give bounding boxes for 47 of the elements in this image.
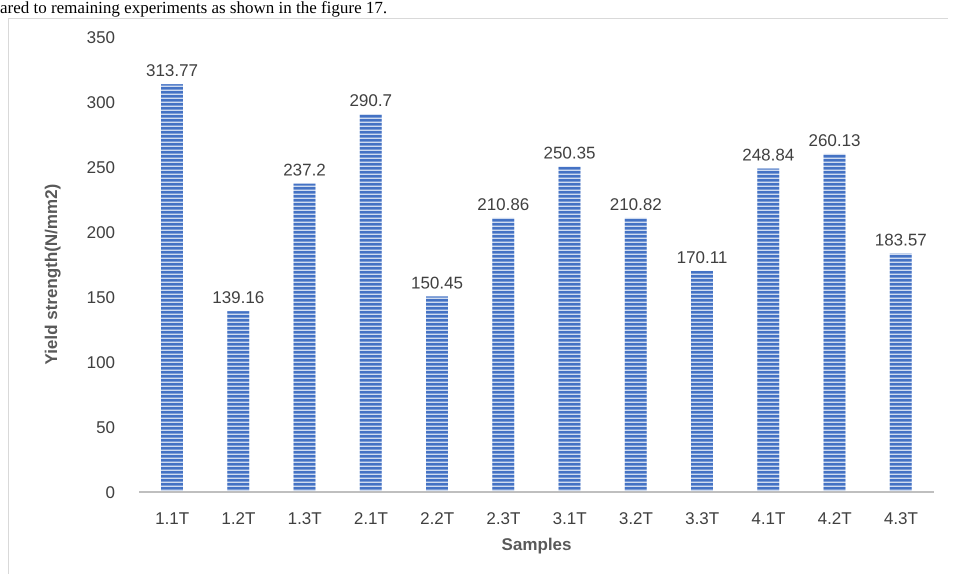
x-tick-label: 1.2T [221,509,256,528]
data-label: 210.86 [477,194,530,214]
y-axis-title: Yield strength(N/mm2) [42,184,62,364]
y-tick-label: 0 [106,483,115,502]
y-tick-label: 50 [96,418,115,438]
data-label: 210.82 [610,194,662,214]
data-label: 183.57 [874,230,927,250]
bar [426,296,448,492]
x-tick-label: 4.1T [751,509,786,528]
y-tick-label: 200 [86,223,115,242]
x-tick-label: 1.1T [155,509,190,528]
y-tick-label: 300 [86,93,115,112]
x-tick-label: 3.2T [618,509,653,528]
data-label: 139.16 [212,288,264,308]
bar [360,114,382,492]
data-label: 248.84 [742,146,794,165]
data-label: 237.2 [283,160,326,180]
x-tick-label: 4.2T [818,509,852,528]
x-tick-label: 3.3T [685,509,720,528]
bar [161,84,183,492]
data-label: 313.77 [146,61,198,80]
x-tick-label: 1.3T [288,509,322,528]
data-label: 170.11 [676,248,728,267]
y-tick-label: 250 [86,158,115,178]
data-label: 260.13 [808,130,860,150]
y-tick-label: 350 [86,28,115,48]
x-tick-label: 2.2T [420,509,454,528]
bar [294,184,316,492]
data-label: 150.45 [411,273,463,292]
data-label: 250.35 [544,144,596,163]
text: ared to remaining experiments as shown in the figure 17. [0,0,388,18]
x-axis-title: Samples [502,535,572,554]
y-tick-label: 150 [86,288,115,308]
bar [824,154,846,492]
x-tick-label: 2.3T [486,509,520,528]
x-tick-label: 2.1T [354,509,388,528]
bar [227,311,250,492]
bar [492,218,514,492]
x-tick-label: 3.1T [552,509,587,528]
bar [691,270,713,492]
bar [558,166,580,492]
y-tick-label: 100 [86,353,115,372]
bar [624,218,647,492]
bar [890,253,912,492]
bar [757,168,780,492]
data-label: 290.7 [349,91,392,110]
x-tick-label: 4.3T [884,509,918,528]
